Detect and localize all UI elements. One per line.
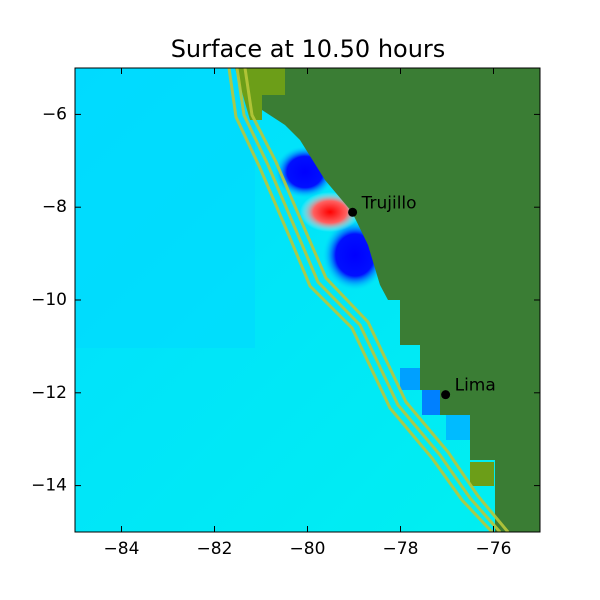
x-tick-label: −76 xyxy=(476,539,512,559)
map-field xyxy=(75,68,540,532)
y-tick-label: −8 xyxy=(42,197,67,217)
city-label: Lima xyxy=(455,376,496,396)
x-tick-label: −84 xyxy=(104,539,140,559)
city-label: Trujillo xyxy=(361,193,417,213)
y-tick-label: −14 xyxy=(31,476,67,496)
y-tick-label: −12 xyxy=(31,383,67,403)
chart-title: Surface at 10.50 hours xyxy=(171,35,446,63)
y-tick-label: −10 xyxy=(31,290,67,310)
city-marker xyxy=(441,390,451,400)
y-tick-label: −6 xyxy=(42,104,67,124)
city-marker xyxy=(348,207,358,217)
x-tick-label: −80 xyxy=(290,539,326,559)
x-tick-label: −82 xyxy=(197,539,233,559)
x-tick-label: −78 xyxy=(383,539,419,559)
